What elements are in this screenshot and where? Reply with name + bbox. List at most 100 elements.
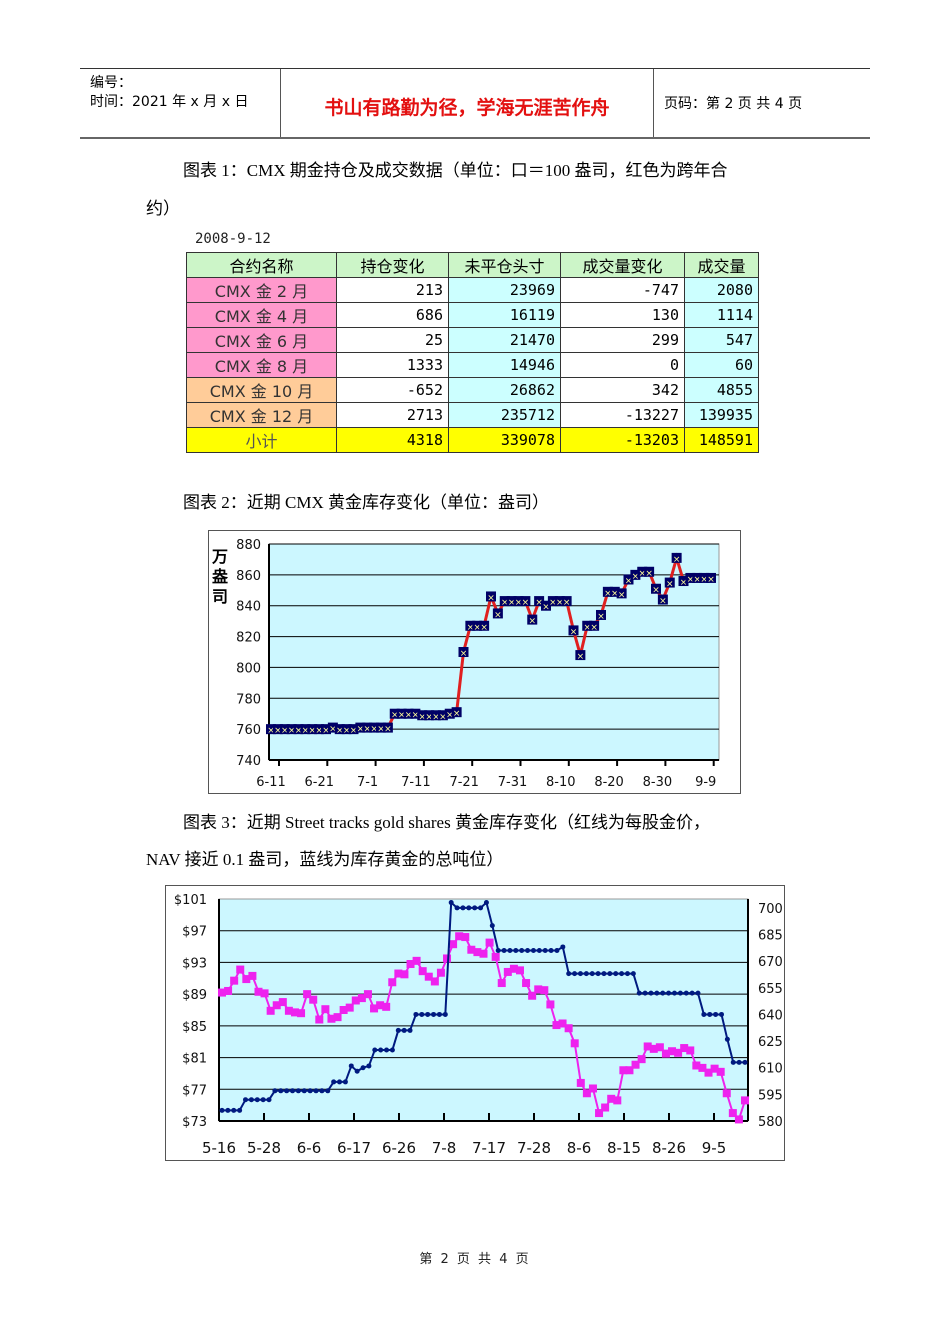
header-meta-cell: 编号： 时间：2021 年 x 月 x 日	[80, 69, 281, 137]
data-marker	[300, 724, 311, 735]
data-marker	[437, 710, 448, 721]
x-tick-label: 8-20	[594, 775, 624, 790]
data-marker	[479, 620, 490, 631]
svg-text:×: ×	[508, 598, 516, 608]
svg-text:×: ×	[453, 709, 461, 719]
svg-text:×: ×	[570, 627, 578, 637]
svg-text:×: ×	[652, 586, 660, 596]
data-marker	[630, 569, 641, 580]
svg-text:×: ×	[446, 711, 454, 721]
data-marker	[596, 609, 606, 620]
figure3-caption-line2: NAV 接近 0.1 盎司，蓝线为库存黄金的总吨位）	[146, 850, 504, 869]
data-marker	[334, 724, 345, 735]
right-y-tick-label: 700	[758, 902, 783, 917]
svg-text:×: ×	[501, 598, 509, 608]
data-marker	[355, 722, 366, 733]
x-tick-label: 6-11	[256, 775, 286, 790]
svg-text:×: ×	[666, 580, 674, 590]
svg-text:×: ×	[274, 726, 282, 736]
oi-change-cell: 686	[336, 302, 449, 328]
oi-change-cell: -652	[336, 377, 449, 403]
svg-text:×: ×	[322, 726, 330, 736]
data-marker	[486, 591, 496, 602]
x-tick-label: 8-26	[652, 1139, 686, 1157]
data-marker	[664, 577, 675, 588]
svg-text:×: ×	[597, 612, 605, 622]
svg-text:×: ×	[398, 711, 406, 721]
data-marker	[492, 608, 503, 619]
svg-text:×: ×	[680, 578, 688, 588]
svg-text:×: ×	[302, 726, 310, 736]
svg-text:×: ×	[357, 725, 365, 735]
open-interest-cell: 16119	[448, 302, 561, 328]
svg-text:×: ×	[618, 590, 626, 600]
right-y-tick-label: 685	[758, 929, 783, 944]
data-marker	[657, 594, 668, 605]
data-marker	[369, 722, 380, 733]
volume-change-cell: 342	[560, 377, 685, 403]
data-marker	[541, 600, 551, 611]
contract-name: CMX 金 6 月	[186, 327, 337, 353]
data-marker	[417, 710, 428, 721]
svg-text:×: ×	[611, 589, 619, 599]
column-header: 未平仓头寸	[448, 252, 561, 278]
svg-text:×: ×	[583, 623, 591, 633]
contract-name: CMX 金 2 月	[186, 277, 337, 303]
svg-text:×: ×	[350, 726, 358, 736]
svg-text:×: ×	[370, 725, 378, 735]
svg-text:×: ×	[432, 712, 440, 722]
table-date: 2008-9-12	[195, 231, 271, 247]
svg-text:×: ×	[405, 711, 413, 721]
svg-text:×: ×	[384, 725, 392, 735]
data-marker	[458, 647, 469, 657]
data-marker	[403, 708, 414, 719]
svg-text:×: ×	[267, 726, 275, 736]
open-interest-cell: 26862	[448, 377, 561, 403]
data-marker	[609, 586, 620, 597]
data-marker	[527, 614, 538, 625]
svg-text:×: ×	[549, 598, 557, 608]
y-tick-label: 860	[236, 569, 261, 584]
figure3-caption-line1: 图表 3：近期 Street tracks gold shares 黄金库存变化…	[183, 813, 710, 832]
data-marker	[376, 722, 386, 733]
table-row: CMX 金 6 月 25 21470 299 547	[186, 327, 759, 353]
x-tick-label: 7-11	[401, 775, 431, 790]
volume-cell: 1114	[684, 302, 759, 328]
svg-text:×: ×	[542, 603, 550, 613]
svg-text:×: ×	[288, 726, 296, 736]
svg-text:×: ×	[418, 712, 426, 722]
right-y-tick-label: 610	[758, 1062, 783, 1077]
figure1-caption-line1: 图表 1：CMX 期金持仓及成交数据（单位：口＝100 盎司，红色为跨年合	[183, 161, 728, 180]
svg-text:×: ×	[700, 575, 708, 585]
x-tick-label: 6-6	[297, 1139, 322, 1157]
data-marker	[671, 552, 682, 563]
table-row: CMX 金 10 月 -652 26862 342 4855	[186, 377, 759, 403]
data-marker	[327, 722, 338, 733]
y-tick-label: 880	[236, 538, 261, 553]
x-tick-label: 8-30	[643, 775, 673, 790]
data-marker	[534, 596, 545, 607]
oi-change-cell: 25	[336, 327, 449, 353]
svg-text:×: ×	[522, 598, 530, 608]
volume-cell: 60	[684, 352, 759, 378]
oi-change-cell: 213	[336, 277, 449, 303]
svg-text:×: ×	[425, 712, 433, 722]
data-marker	[451, 707, 462, 718]
svg-text:×: ×	[638, 569, 646, 579]
y-unit-char: 万	[212, 547, 229, 566]
x-tick-label: 7-28	[517, 1139, 551, 1157]
svg-text:×: ×	[363, 725, 371, 735]
data-marker	[568, 625, 579, 636]
svg-text:×: ×	[604, 589, 612, 599]
data-marker	[465, 620, 476, 631]
data-marker	[307, 724, 318, 735]
volume-change-cell: 0	[560, 352, 685, 378]
column-header: 合约名称	[186, 252, 337, 278]
contract-name: CMX 金 8 月	[186, 352, 337, 378]
x-tick-label: 7-21	[449, 775, 479, 790]
volume-cell: 2080	[684, 277, 759, 303]
data-marker	[616, 588, 627, 599]
total-oi-change: 4318	[336, 427, 449, 453]
volume-cell: 139935	[684, 402, 759, 428]
gld-inventory-plot: $73 $77 $81 $85 $89 $93 $97 $101 580 595 610 625 640…	[174, 893, 783, 1157]
